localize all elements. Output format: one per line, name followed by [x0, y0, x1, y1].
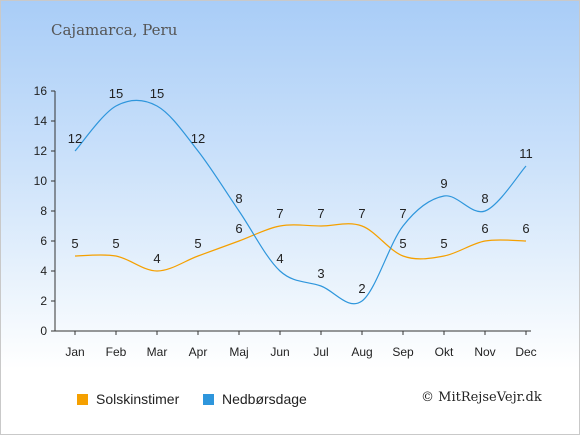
x-tick-label: Feb — [106, 345, 127, 359]
data-label-rain: 15 — [150, 86, 164, 101]
data-label-sun: 5 — [112, 236, 119, 251]
y-tick-label: 0 — [40, 324, 47, 338]
x-tick-label: Jul — [313, 345, 328, 359]
x-tick-label: Aug — [351, 345, 372, 359]
legend-swatch-sun — [77, 393, 88, 405]
data-label-sun: 5 — [399, 236, 406, 251]
y-tick-label: 4 — [40, 264, 47, 278]
data-label-sun: 5 — [194, 236, 201, 251]
data-label-rain: 3 — [317, 266, 324, 281]
data-label-sun: 7 — [358, 206, 365, 221]
data-label-rain: 8 — [235, 191, 242, 206]
data-label-sun: 6 — [235, 221, 242, 236]
data-label-sun: 4 — [153, 251, 160, 266]
series-line-rain — [74, 99, 527, 305]
data-label-rain: 2 — [358, 281, 365, 296]
credit-text: © MitRejseVejr.dk — [421, 390, 542, 405]
data-label-sun: 7 — [317, 206, 324, 221]
x-tick-label: Apr — [189, 345, 208, 359]
y-tick-label: 14 — [34, 114, 48, 128]
x-tick-label: Mar — [147, 345, 168, 359]
data-label-sun: 5 — [71, 236, 78, 251]
data-label-sun: 5 — [440, 236, 447, 251]
series-line-sun — [74, 223, 527, 272]
legend-label-sun: Solskinstimer — [96, 391, 180, 407]
x-tick-label: Sep — [392, 345, 414, 359]
y-tick-label: 12 — [34, 144, 48, 158]
y-tick-label: 10 — [34, 174, 48, 188]
y-tick-label: 16 — [34, 84, 48, 98]
x-tick-label: Nov — [474, 345, 495, 359]
x-tick-label: Maj — [229, 345, 248, 359]
chart-title: Cajamarca, Peru — [51, 21, 178, 39]
x-tick-label: Okt — [435, 345, 454, 359]
data-label-rain: 9 — [440, 176, 447, 191]
x-tick-label: Jun — [270, 345, 289, 359]
legend-label-rain: Nedbørsdage — [222, 391, 307, 407]
legend-item-rain: Nedbørsdage — [203, 390, 307, 408]
data-label-rain: 7 — [399, 206, 406, 221]
data-label-sun: 6 — [522, 221, 529, 236]
data-label-rain: 12 — [68, 131, 82, 146]
data-label-sun: 7 — [276, 206, 283, 221]
data-label-rain: 11 — [519, 146, 533, 161]
x-tick-label: Jan — [65, 345, 84, 359]
data-label-rain: 12 — [191, 131, 205, 146]
y-tick-label: 6 — [40, 234, 47, 248]
y-tick-label: 2 — [40, 294, 47, 308]
legend-swatch-rain — [203, 393, 214, 405]
x-tick-label: Dec — [515, 345, 536, 359]
legend-item-sun: Solskinstimer — [77, 390, 179, 408]
y-tick-label: 8 — [40, 204, 47, 218]
data-label-rain: 15 — [109, 86, 123, 101]
data-label-rain: 8 — [481, 191, 488, 206]
data-label-sun: 6 — [481, 221, 488, 236]
data-label-rain: 4 — [276, 251, 283, 266]
